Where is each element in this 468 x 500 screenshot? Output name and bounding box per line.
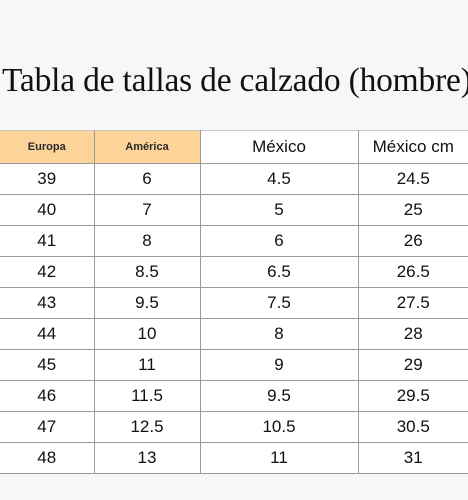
- cell-america: 11: [93, 349, 201, 381]
- page-title: Tabla de tallas de calzado (hombre): [2, 62, 468, 99]
- table-row: 43 9.5 7.5 27.5: [0, 287, 468, 319]
- table-row: 40 7 5 25: [0, 194, 468, 226]
- table-row: 39 6 4.5 24.5: [0, 163, 468, 195]
- cell-europa: 41: [0, 225, 95, 257]
- cell-mexico-cm: 30.5: [357, 411, 468, 443]
- cell-europa: 47: [0, 411, 95, 443]
- cell-america: 6: [93, 163, 201, 195]
- header-america: América: [93, 130, 201, 164]
- cell-america: 12.5: [93, 411, 201, 443]
- cell-mexico: 11: [199, 442, 359, 474]
- cell-mexico-cm: 29.5: [357, 380, 468, 412]
- cell-europa: 46: [0, 380, 95, 412]
- cell-mexico: 9: [199, 349, 359, 381]
- cell-mexico-cm: 26.5: [357, 256, 468, 288]
- shoe-size-table: Europa América México México cm 39 6 4.5…: [0, 130, 468, 474]
- table-row: 41 8 6 26: [0, 225, 468, 257]
- cell-america: 7: [93, 194, 201, 226]
- cell-america: 10: [93, 318, 201, 350]
- table-header-row: Europa América México México cm: [0, 130, 468, 164]
- table-row: 47 12.5 10.5 30.5: [0, 411, 468, 443]
- cell-europa: 39: [0, 163, 95, 195]
- cell-america: 13: [93, 442, 201, 474]
- cell-mexico: 10.5: [199, 411, 359, 443]
- cell-mexico-cm: 25: [357, 194, 468, 226]
- cell-europa: 44: [0, 318, 95, 350]
- table-row: 44 10 8 28: [0, 318, 468, 350]
- cell-america: 11.5: [93, 380, 201, 412]
- cell-europa: 40: [0, 194, 95, 226]
- cell-mexico: 4.5: [199, 163, 359, 195]
- cell-europa: 48: [0, 442, 95, 474]
- cell-mexico-cm: 31: [357, 442, 468, 474]
- cell-mexico: 6.5: [199, 256, 359, 288]
- cell-europa: 42: [0, 256, 95, 288]
- table-row: 45 11 9 29: [0, 349, 468, 381]
- cell-mexico: 9.5: [199, 380, 359, 412]
- cell-mexico-cm: 26: [357, 225, 468, 257]
- cell-europa: 45: [0, 349, 95, 381]
- cell-mexico-cm: 24.5: [357, 163, 468, 195]
- cell-europa: 43: [0, 287, 95, 319]
- cell-america: 9.5: [93, 287, 201, 319]
- cell-america: 8: [93, 225, 201, 257]
- table-row: 42 8.5 6.5 26.5: [0, 256, 468, 288]
- cell-mexico: 5: [199, 194, 359, 226]
- header-europa: Europa: [0, 130, 95, 164]
- cell-mexico-cm: 29: [357, 349, 468, 381]
- cell-mexico: 6: [199, 225, 359, 257]
- cell-mexico-cm: 27.5: [357, 287, 468, 319]
- cell-mexico: 7.5: [199, 287, 359, 319]
- cell-america: 8.5: [93, 256, 201, 288]
- cell-mexico-cm: 28: [357, 318, 468, 350]
- header-mexico: México: [199, 130, 359, 164]
- table-row: 48 13 11 31: [0, 442, 468, 474]
- header-mexico-cm: México cm: [357, 130, 468, 164]
- table-row: 46 11.5 9.5 29.5: [0, 380, 468, 412]
- cell-mexico: 8: [199, 318, 359, 350]
